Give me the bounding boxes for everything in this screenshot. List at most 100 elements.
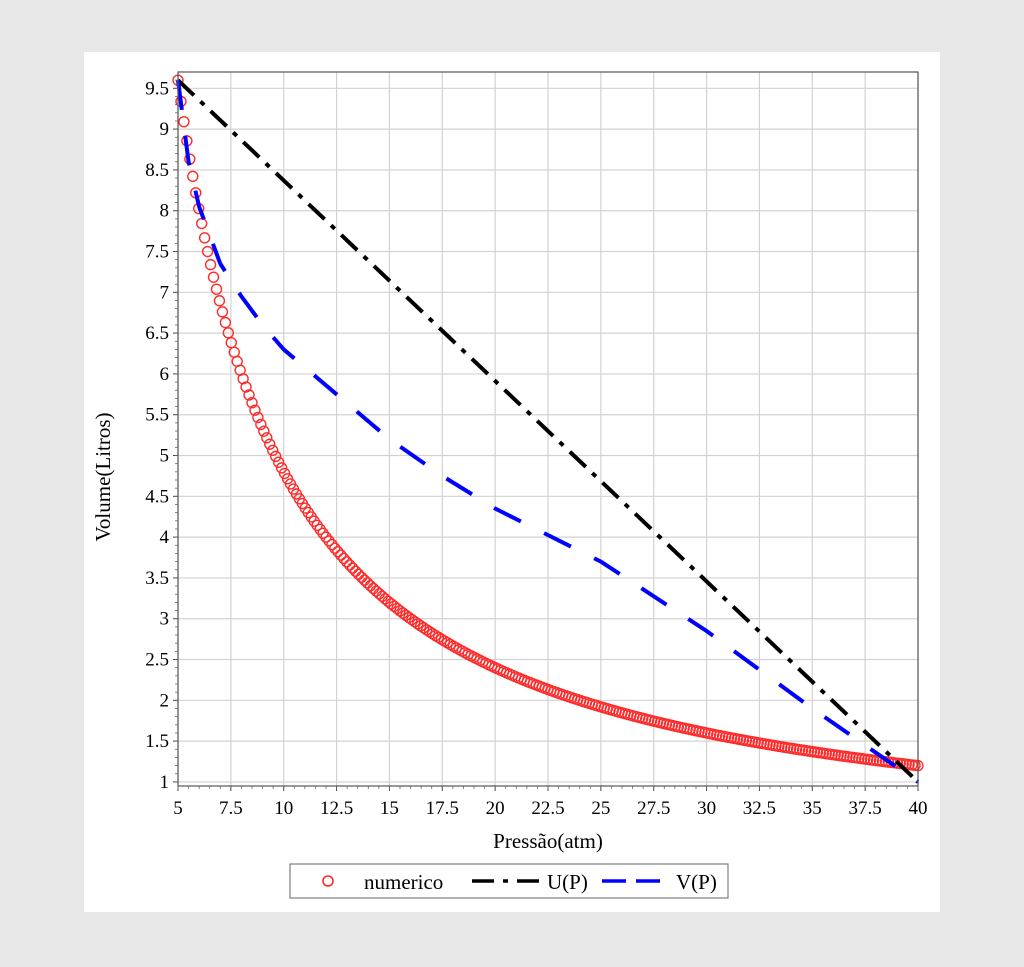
y-axis-label: Volume(Litros) bbox=[91, 412, 115, 541]
data-point bbox=[240, 381, 252, 393]
x-tick-label: 12.5 bbox=[320, 798, 353, 819]
y-tick-label: 3 bbox=[160, 609, 170, 630]
data-point bbox=[355, 571, 368, 583]
x-tick-label: 32.5 bbox=[743, 798, 776, 819]
data-point bbox=[272, 456, 285, 468]
data-point bbox=[278, 467, 291, 480]
series-numerico bbox=[172, 74, 924, 772]
data-point bbox=[269, 450, 282, 463]
data-point bbox=[213, 295, 226, 307]
series-line-v bbox=[176, 79, 920, 784]
data-point bbox=[409, 616, 421, 628]
legend: numerico U(P) V(P) bbox=[289, 863, 729, 899]
data-point bbox=[423, 626, 436, 638]
y-tick-label: 9.5 bbox=[145, 78, 169, 99]
series-layer bbox=[172, 74, 924, 784]
y-tick-label: 4.5 bbox=[145, 486, 169, 507]
data-point bbox=[367, 582, 380, 595]
x-tick-label: 37.5 bbox=[849, 798, 882, 819]
x-tick-label: 15 bbox=[380, 798, 399, 819]
grid-lines bbox=[177, 72, 919, 786]
y-tick-label: 7 bbox=[160, 282, 170, 303]
data-point bbox=[370, 585, 383, 597]
data-point bbox=[329, 542, 341, 554]
y-tick-label: 6.5 bbox=[145, 323, 169, 344]
data-point bbox=[207, 271, 220, 283]
data-point bbox=[275, 462, 288, 474]
data-point bbox=[219, 316, 232, 329]
series-clip-group bbox=[172, 74, 924, 784]
chart-panel: 5 7.5 10 12.5 15 17.5 20 22.5 25 27.5 30 32.5 35 37.5… bbox=[84, 52, 940, 912]
y-tick-label: 4 bbox=[160, 527, 170, 548]
data-point bbox=[216, 306, 229, 318]
x-tick-label: 7.5 bbox=[219, 798, 243, 819]
y-tick-label: 8.5 bbox=[145, 160, 169, 181]
data-point bbox=[252, 411, 264, 424]
data-point bbox=[335, 549, 347, 561]
x-axis-label: Pressão(atm) bbox=[493, 829, 603, 853]
data-point bbox=[187, 170, 199, 183]
y-tick-label: 5 bbox=[160, 446, 170, 467]
data-point bbox=[320, 531, 332, 543]
x-tick-label: 17.5 bbox=[426, 798, 459, 819]
y-tick-label: 2 bbox=[160, 690, 170, 711]
y-tick-label: 1.5 bbox=[145, 731, 169, 752]
data-point bbox=[412, 618, 424, 630]
data-point bbox=[249, 404, 261, 416]
legend-box bbox=[289, 863, 729, 899]
data-point bbox=[417, 622, 430, 634]
data-point bbox=[326, 538, 338, 551]
series-line-u bbox=[176, 78, 920, 784]
data-point bbox=[361, 577, 374, 589]
data-point bbox=[210, 283, 223, 295]
data-point bbox=[267, 444, 279, 457]
chart-svg: 5 7.5 10 12.5 15 17.5 20 22.5 25 27.5 30 32.5 35 37.5… bbox=[91, 71, 928, 899]
x-tick-label: 5 bbox=[173, 798, 183, 819]
data-point bbox=[358, 574, 371, 586]
y-tick-label: 2.5 bbox=[145, 650, 169, 671]
y-tick-label: 1 bbox=[160, 772, 170, 793]
data-point bbox=[198, 232, 211, 244]
x-tick-label: 22.5 bbox=[531, 798, 564, 819]
x-tick-label: 20 bbox=[486, 798, 505, 819]
y-tick-label: 3.5 bbox=[145, 568, 169, 589]
data-point bbox=[406, 613, 418, 626]
data-point bbox=[243, 389, 255, 401]
data-point bbox=[201, 245, 214, 258]
y-tick-label: 5.5 bbox=[145, 405, 169, 426]
data-point bbox=[264, 438, 276, 450]
data-point bbox=[420, 624, 433, 636]
x-axis: 5 7.5 10 12.5 15 17.5 20 22.5 25 27.5 30 32.5 35 37.5… bbox=[173, 786, 928, 819]
data-point bbox=[415, 620, 427, 632]
data-point bbox=[343, 559, 356, 571]
x-tick-label: 30 bbox=[697, 798, 716, 819]
legend-marker-numerico bbox=[322, 875, 334, 887]
data-point bbox=[349, 565, 362, 577]
data-point bbox=[332, 545, 344, 558]
data-point bbox=[195, 217, 208, 230]
y-tick-label: 9 bbox=[160, 119, 170, 140]
data-point bbox=[178, 116, 190, 128]
data-point bbox=[338, 552, 350, 565]
data-point bbox=[346, 562, 359, 574]
data-point bbox=[261, 432, 273, 444]
data-point bbox=[255, 418, 267, 431]
legend-label-u: U(P) bbox=[547, 870, 588, 894]
data-point bbox=[246, 397, 258, 409]
x-tick-label: 35 bbox=[803, 798, 822, 819]
data-point bbox=[204, 258, 217, 271]
y-axis: 1 1.5 2 2.5 3 3.5 4 4.5 5 5.5 6 6.5 7 7.5 8 8.5 9 9.5 bbox=[145, 78, 178, 793]
y-tick-label: 8 bbox=[160, 201, 170, 222]
x-tick-label: 27.5 bbox=[637, 798, 670, 819]
data-point bbox=[222, 327, 235, 339]
data-point bbox=[341, 556, 353, 568]
data-point bbox=[323, 535, 335, 547]
data-point bbox=[364, 580, 377, 592]
data-point bbox=[258, 425, 270, 437]
x-tick-label: 10 bbox=[274, 798, 293, 819]
y-tick-label: 6 bbox=[160, 364, 170, 385]
data-point bbox=[352, 568, 365, 580]
y-tick-label: 7.5 bbox=[145, 242, 169, 263]
legend-label-v: V(P) bbox=[676, 870, 717, 894]
x-tick-label: 25 bbox=[591, 798, 610, 819]
